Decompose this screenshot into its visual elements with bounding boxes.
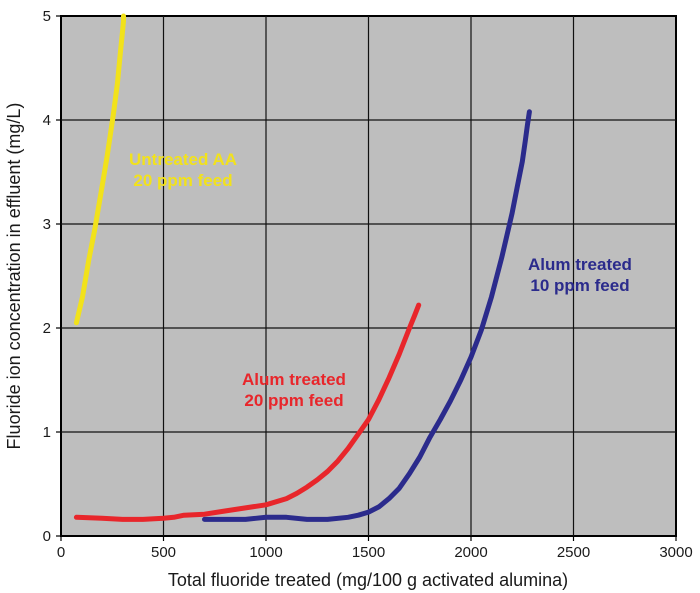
x-tick-label: 1500 — [352, 544, 385, 561]
x-tick-label: 3000 — [659, 544, 692, 561]
y-axis-ticks: 0 1 2 3 4 5 — [43, 8, 61, 545]
y-tick-label: 2 — [43, 320, 51, 337]
grid — [61, 16, 676, 536]
x-tick-label: 0 — [57, 544, 65, 561]
y-tick-label: 1 — [43, 424, 51, 441]
y-tick-label: 4 — [43, 112, 51, 129]
y-tick-label: 3 — [43, 216, 51, 233]
y-tick-label: 5 — [43, 8, 51, 25]
series-untreated-aa-20ppm-line — [73, 13, 126, 326]
series-group — [73, 13, 532, 522]
y-axis-title: Fluoride ion concentration in effluent (… — [4, 103, 24, 450]
series-alum-treated-10ppm-label: 10 ppm feed — [530, 276, 629, 295]
series-untreated-aa-20ppm-label: 20 ppm feed — [133, 171, 232, 190]
x-tick-label: 1000 — [249, 544, 282, 561]
x-axis-title: Total fluoride treated (mg/100 g activat… — [168, 570, 568, 590]
series-alum-treated-10ppm-line — [202, 109, 532, 522]
series-alum-treated-20ppm-label: Alum treated — [242, 370, 346, 389]
series-alum-treated-20ppm-line — [73, 302, 422, 522]
x-tick-label: 2500 — [557, 544, 590, 561]
series-untreated-aa-20ppm-label: Untreated AA — [129, 150, 237, 169]
series-alum-treated-20ppm-label: 20 ppm feed — [244, 391, 343, 410]
series-annotations: Untreated AA 20 ppm feed Alum treated 20 pp… — [129, 150, 632, 410]
x-axis-ticks: 0 500 1000 1500 2000 2500 3000 — [57, 536, 693, 561]
series-alum-treated-10ppm-label: Alum treated — [528, 255, 632, 274]
x-tick-label: 2000 — [454, 544, 487, 561]
x-tick-label: 500 — [151, 544, 176, 561]
y-tick-label: 0 — [43, 528, 51, 545]
